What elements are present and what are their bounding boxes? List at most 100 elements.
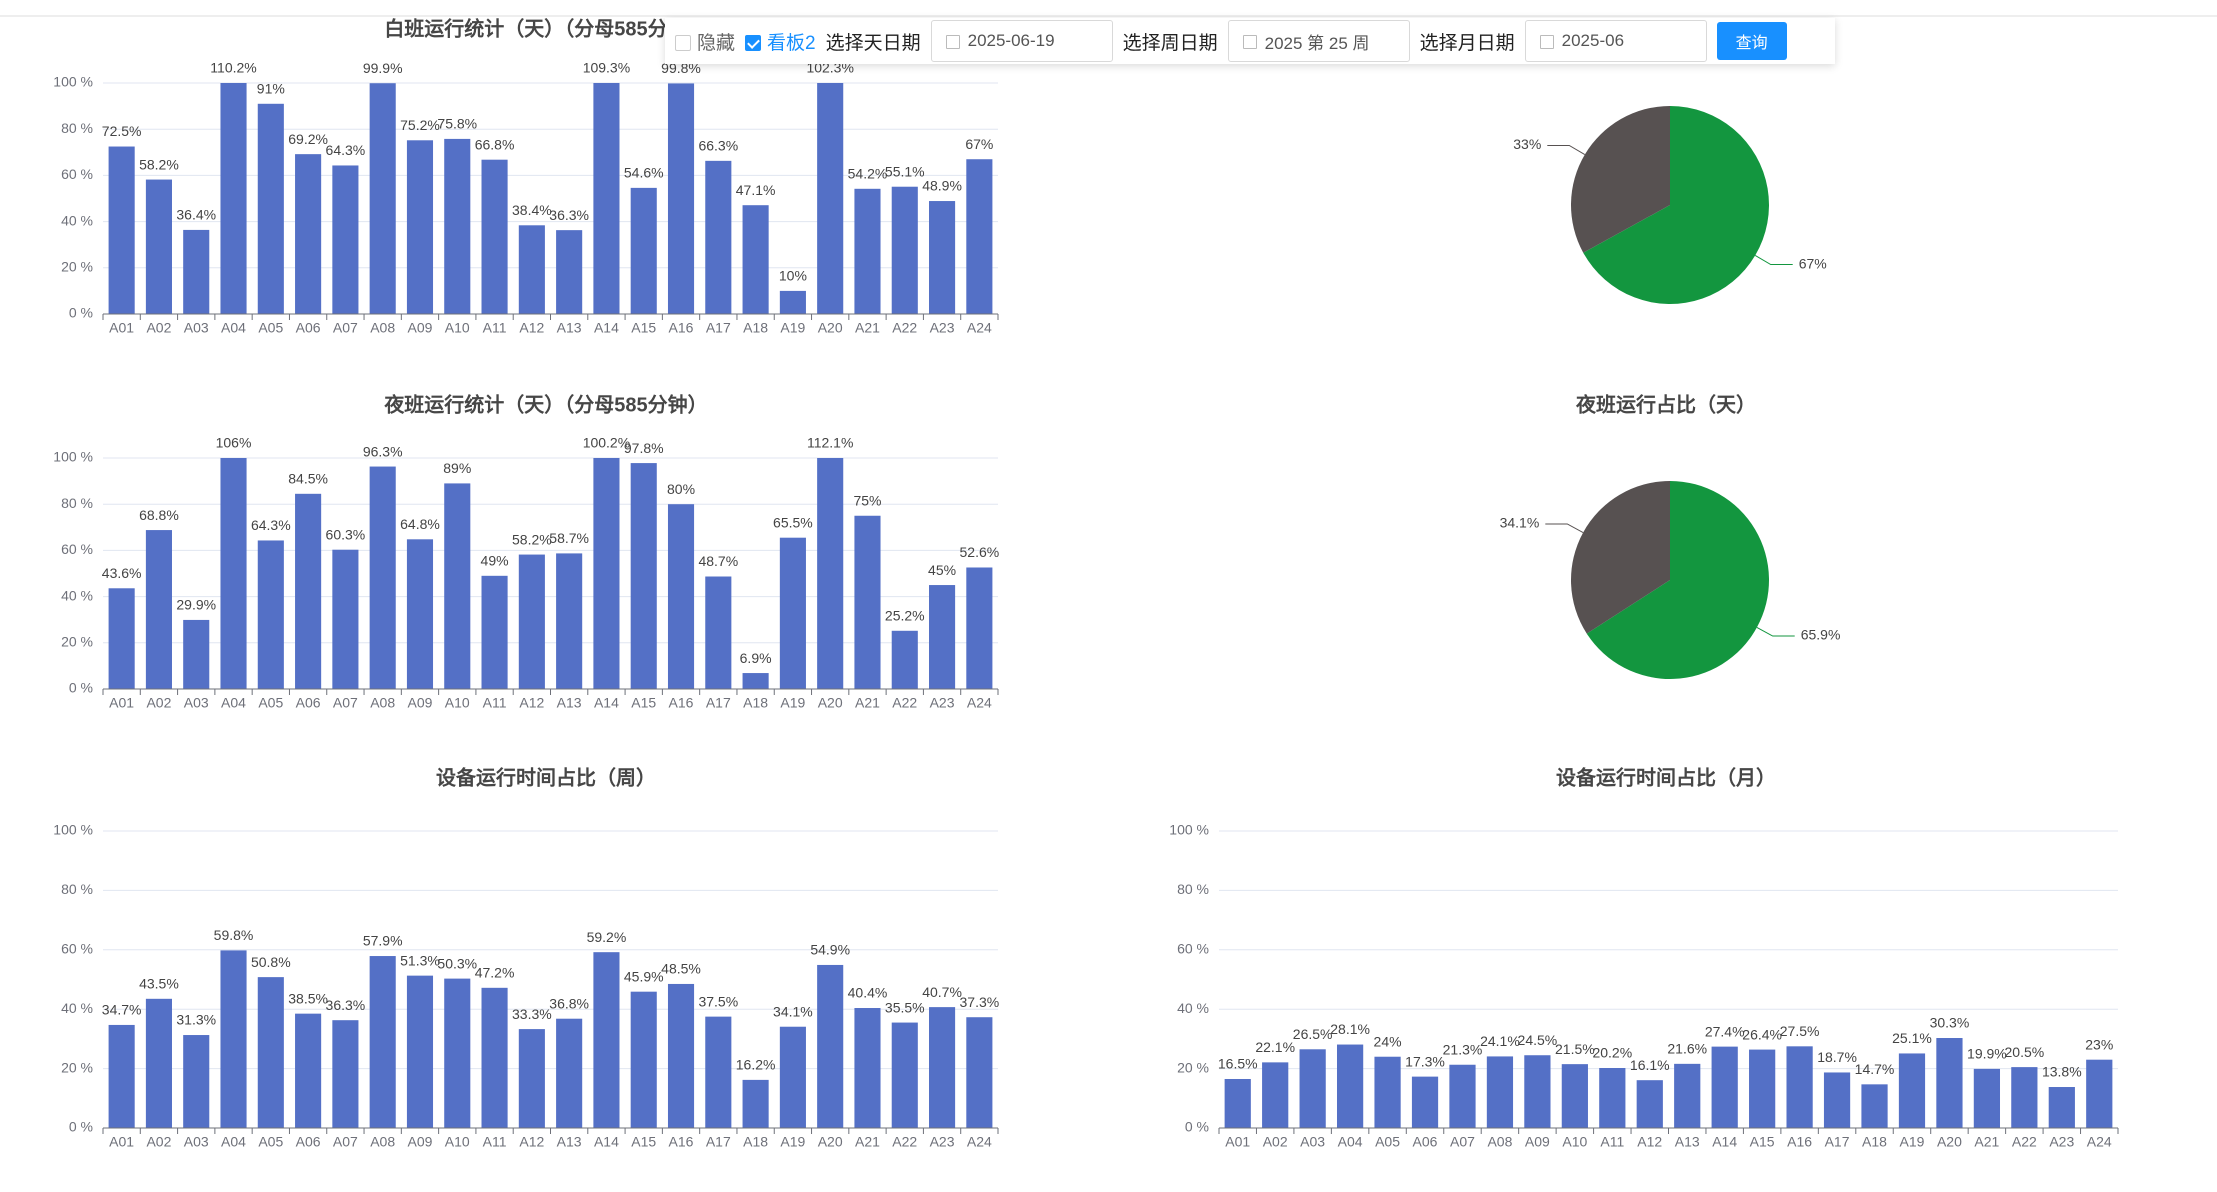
value-label: 25.1% <box>1892 1030 1932 1046</box>
x-tick-label: A05 <box>258 695 283 711</box>
x-tick-label: A07 <box>333 320 358 336</box>
label-line <box>1754 254 1793 266</box>
value-label: 112.1% <box>807 435 853 451</box>
value-label: 10% <box>779 268 807 284</box>
x-tick-label: A07 <box>1450 1134 1475 1150</box>
bar <box>1336 1044 1364 1128</box>
x-tick-label: A22 <box>892 1134 917 1150</box>
y-tick-label: 80 % <box>61 881 93 897</box>
y-tick-label: 40 % <box>1177 1000 1209 1016</box>
x-tick-label: A23 <box>2049 1134 2074 1150</box>
value-label: 22.1% <box>1255 1039 1295 1055</box>
x-tick-label: A20 <box>818 695 843 711</box>
bar <box>779 290 806 314</box>
x-tick-label: A19 <box>780 1134 805 1150</box>
x-tick-label: A08 <box>1487 1134 1512 1150</box>
y-tick-label: 20 % <box>61 634 93 650</box>
board-label[interactable]: 看板2 <box>767 32 816 54</box>
value-label: 19.9% <box>1967 1046 2007 1062</box>
bar <box>817 83 844 314</box>
x-tick-label: A08 <box>370 1134 395 1150</box>
bar <box>108 146 135 314</box>
bar <box>630 187 657 314</box>
value-label: 21.5% <box>1555 1041 1595 1057</box>
pie-slice <box>1571 106 1670 253</box>
hide-checkbox[interactable]: 隐藏 <box>675 28 735 55</box>
x-tick-label: A03 <box>184 1134 209 1150</box>
value-label: 21.3% <box>1443 1041 1483 1057</box>
bar <box>369 466 396 689</box>
value-label: 91% <box>257 80 285 96</box>
bar <box>444 978 471 1128</box>
bar <box>779 537 806 689</box>
bar <box>742 205 769 314</box>
bar <box>817 458 844 689</box>
x-tick-label: A10 <box>1562 1134 1587 1150</box>
x-tick-label: A18 <box>743 695 768 711</box>
y-tick-label: 0 % <box>69 305 93 321</box>
bar <box>257 540 284 689</box>
x-tick-label: A11 <box>483 1134 507 1150</box>
day-input[interactable]: 2025-06-19 <box>930 20 1113 62</box>
label-line <box>1545 523 1584 534</box>
x-tick-label: A16 <box>669 695 694 711</box>
bar <box>556 1018 583 1128</box>
x-tick-label: A09 <box>1525 1134 1550 1150</box>
bar <box>1823 1072 1851 1128</box>
bar <box>406 140 434 314</box>
value-label: 97.8% <box>624 440 664 456</box>
value-label: 58.2% <box>512 531 552 547</box>
bar <box>1262 1062 1289 1128</box>
value-label: 110.2% <box>210 60 256 76</box>
bar <box>593 83 620 314</box>
x-tick-label: A12 <box>1637 1134 1662 1150</box>
pie-label: 33% <box>1513 136 1541 152</box>
bar <box>518 554 545 689</box>
label-line <box>1547 144 1586 156</box>
y-tick-label: 0 % <box>69 1119 93 1135</box>
y-tick-label: 0 % <box>1185 1119 1209 1135</box>
pie-slice <box>1586 481 1770 679</box>
x-tick-label: A02 <box>146 320 171 336</box>
x-tick-label: A05 <box>258 320 283 336</box>
x-tick-label: A18 <box>743 320 768 336</box>
value-label: 45.9% <box>624 968 664 984</box>
value-label: 31.3% <box>176 1012 216 1028</box>
query-button[interactable]: 查询 <box>1716 22 1787 60</box>
bar <box>2011 1067 2038 1128</box>
bar <box>369 83 396 314</box>
x-tick-label: A15 <box>631 695 656 711</box>
value-label: 17.3% <box>1405 1053 1445 1069</box>
bar <box>220 458 247 689</box>
week-input[interactable]: 2025 第 25 周 <box>1227 20 1410 62</box>
x-tick-label: A17 <box>1825 1134 1850 1150</box>
bar <box>1636 1080 1663 1128</box>
x-tick-label: A18 <box>743 1134 768 1150</box>
hide-label[interactable]: 隐藏 <box>697 32 736 54</box>
value-label: 106% <box>216 435 252 451</box>
bar <box>966 567 993 689</box>
bar <box>667 504 695 689</box>
bar <box>145 530 172 689</box>
value-label: 38.4% <box>512 202 552 218</box>
bar <box>854 1008 881 1128</box>
bar <box>854 515 881 689</box>
x-tick-label: A15 <box>631 320 656 336</box>
x-tick-label: A13 <box>1675 1134 1700 1150</box>
x-tick-label: A03 <box>184 695 209 711</box>
y-tick-label: 60 % <box>61 166 93 182</box>
bar <box>1561 1064 1588 1128</box>
x-tick-label: A13 <box>557 1134 582 1150</box>
x-tick-label: A05 <box>1375 1134 1400 1150</box>
bar <box>630 991 657 1128</box>
bar <box>966 1017 993 1128</box>
y-tick-label: 80 % <box>1177 881 1209 897</box>
month-input[interactable]: 2025-06 <box>1524 20 1707 62</box>
x-tick-label: A17 <box>706 695 731 711</box>
board-checkbox[interactable]: 看板2 <box>745 28 816 55</box>
value-label: 54.2% <box>848 166 888 182</box>
pie-label: 65.9% <box>1801 627 1841 643</box>
x-tick-label: A20 <box>818 1134 843 1150</box>
x-tick-label: A04 <box>221 1134 246 1150</box>
chart-title: 白班运行统计（天）（分母585分钟） <box>384 16 707 40</box>
